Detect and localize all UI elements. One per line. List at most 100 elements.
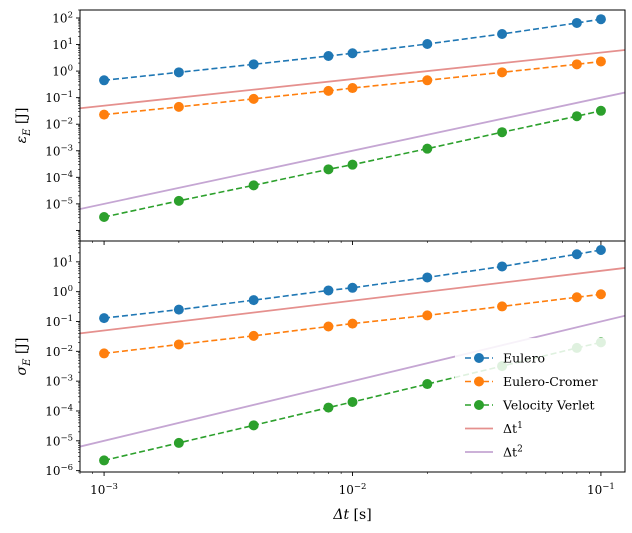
x-tick-label: 10−3: [90, 482, 118, 497]
legend-label: Velocity Verlet: [502, 398, 595, 413]
data-point-velocity-verlet: [497, 127, 508, 138]
series-line-eulero-cromer: [103, 293, 602, 355]
legend-label: Eulero-Cromer: [503, 374, 598, 389]
data-point-eulero-cromer: [173, 101, 184, 112]
legend-item: Eulero: [465, 351, 545, 366]
data-point-eulero-cromer: [422, 75, 433, 86]
y-tick-label: 10−4: [45, 170, 73, 185]
y-tick-label: 10−4: [45, 403, 73, 418]
data-point-velocity-verlet: [347, 397, 358, 408]
data-point-eulero-cromer: [248, 330, 259, 341]
data-point-velocity-verlet: [323, 402, 334, 413]
y-tick-label: 101: [52, 254, 73, 269]
data-point-eulero: [248, 295, 259, 306]
y-tick-label: 100: [52, 64, 73, 79]
data-point-velocity-verlet: [173, 195, 184, 206]
data-point-eulero: [571, 17, 582, 28]
plot-area: [80, 14, 625, 223]
data-point-eulero: [173, 304, 184, 315]
legend-swatch-marker: [474, 376, 484, 387]
data-point-eulero-cromer: [571, 59, 582, 70]
data-point-eulero-cromer: [248, 93, 259, 104]
y-tick-label: 100: [52, 284, 73, 299]
legend-label: Eulero: [503, 351, 545, 366]
reference-line-dt2: [80, 91, 625, 210]
series-line-eulero-cromer: [103, 60, 602, 116]
data-point-eulero-cromer: [323, 85, 334, 96]
data-point-eulero-cromer: [347, 318, 358, 329]
y-tick-label: 10−2: [45, 344, 73, 359]
y-tick-label: 10−3: [45, 374, 73, 389]
data-point-eulero-cromer: [422, 310, 433, 321]
data-point-eulero: [571, 249, 582, 260]
y-tick-label: 10−3: [45, 143, 73, 158]
y-tick-label: 10−5: [45, 433, 73, 448]
y-axis-label: σE [J]: [14, 338, 33, 376]
data-point-velocity-verlet: [99, 455, 110, 466]
data-point-eulero-cromer: [571, 292, 582, 303]
data-point-eulero: [497, 28, 508, 39]
data-point-eulero-cromer: [497, 301, 508, 312]
data-point-eulero: [248, 59, 259, 70]
top-panel-energy-error: 10−5 10−4 10−3 10−2 10−1 100 101 102 εE [J]: [14, 9, 626, 245]
data-point-velocity-verlet: [323, 164, 334, 175]
data-point-eulero: [595, 244, 606, 255]
data-point-velocity-verlet: [173, 437, 184, 448]
x-axis-label: Δt [s]: [332, 507, 371, 523]
legend-label: Δt2: [503, 445, 523, 460]
legend-item: Velocity Verlet: [465, 398, 595, 413]
x-tick-label: 10−2: [339, 482, 367, 497]
data-point-eulero-cromer: [347, 83, 358, 94]
reference-line-dt1: [80, 49, 625, 110]
data-point-velocity-verlet: [422, 379, 433, 390]
data-point-eulero: [422, 38, 433, 49]
data-point-eulero-cromer: [323, 321, 334, 332]
y-axis-label: εE [J]: [14, 108, 33, 144]
data-point-eulero-cromer: [595, 289, 606, 300]
data-point-velocity-verlet: [248, 180, 259, 191]
x-tick-label: 10−1: [587, 482, 615, 497]
data-point-eulero: [99, 313, 110, 324]
legend-swatch-marker: [474, 400, 484, 410]
legend-swatch-marker: [474, 353, 484, 363]
data-point-eulero: [323, 51, 334, 62]
reference-line-dt2: [80, 314, 625, 448]
data-point-velocity-verlet: [595, 105, 606, 116]
y-tick-label: 101: [52, 37, 73, 52]
y-tick-label: 10−6: [45, 463, 73, 478]
reference-line-dt1: [80, 267, 625, 335]
data-point-eulero-cromer: [595, 56, 606, 67]
data-point-eulero-cromer: [173, 339, 184, 350]
legend: Eulero Eulero-Cromer Velocity Verlet Δt1 Δt2: [455, 338, 619, 466]
y-tick-label: 10−1: [45, 314, 73, 329]
data-point-eulero: [347, 48, 358, 59]
legend-item: Eulero-Cromer: [465, 374, 598, 389]
y-tick-label: 10−2: [45, 117, 73, 132]
data-point-eulero: [347, 282, 358, 293]
legend-label: Δt1: [503, 421, 523, 436]
data-point-velocity-verlet: [422, 143, 433, 154]
data-point-velocity-verlet: [248, 420, 259, 431]
data-point-velocity-verlet: [99, 212, 110, 223]
data-point-eulero-cromer: [99, 109, 110, 120]
series-line-eulero: [103, 249, 602, 319]
legend-item: Δt1: [465, 421, 523, 436]
data-point-eulero-cromer: [497, 67, 508, 78]
y-tick-label: 10−5: [45, 196, 73, 211]
y-tick-label: 10−1: [45, 90, 73, 105]
data-point-eulero: [99, 75, 110, 86]
data-point-eulero: [497, 261, 508, 272]
data-point-eulero-cromer: [99, 348, 110, 359]
series-line-eulero: [103, 18, 602, 82]
data-point-eulero: [422, 272, 433, 283]
y-tick-label: 102: [52, 10, 73, 25]
data-point-eulero: [323, 285, 334, 296]
legend-box: [455, 338, 619, 466]
legend-item: Δt2: [465, 445, 523, 460]
axes-frame: [79, 9, 626, 242]
data-point-velocity-verlet: [571, 111, 582, 122]
data-point-eulero: [173, 67, 184, 78]
data-point-eulero: [595, 14, 606, 25]
data-point-velocity-verlet: [347, 159, 358, 170]
